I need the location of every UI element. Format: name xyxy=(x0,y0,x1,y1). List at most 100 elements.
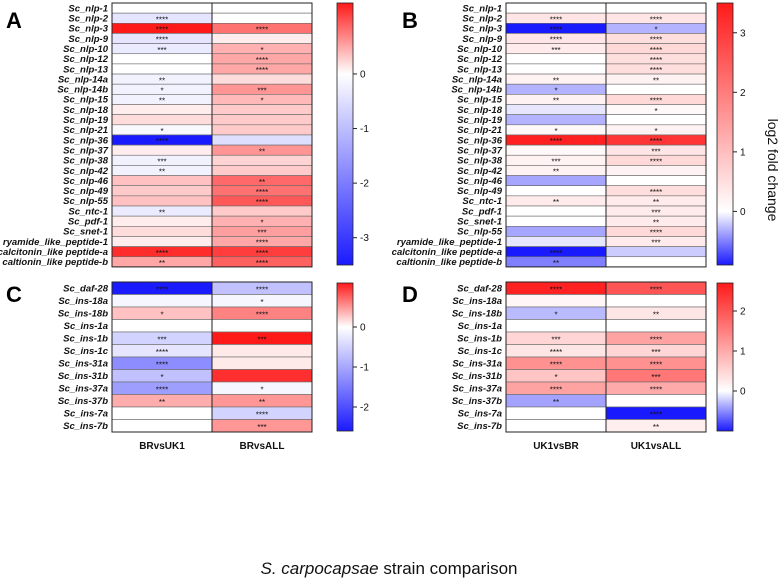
colorbar-tick-label-b-2: 1 xyxy=(740,147,746,158)
row-label-b-23: ryamide_like_peptide-1 xyxy=(397,237,502,248)
significance-b-12-0: * xyxy=(554,127,557,136)
significance-b-23-1: *** xyxy=(651,239,660,248)
row-label-b-20: Sc_pdf-1 xyxy=(462,206,502,217)
heatmap-cell-a-15-1 xyxy=(211,154,313,166)
heatmap-cell-a-3-1 xyxy=(211,33,313,44)
heatmap-cell-a-19-0 xyxy=(111,195,213,207)
heatmap-cell-b-17-1 xyxy=(605,175,707,187)
colorbar-tick-label-b-0: 3 xyxy=(740,28,746,39)
colorbar-tick-label-d-2: 0 xyxy=(740,387,746,398)
row-label-c-7: Sc_ins-31b xyxy=(58,371,108,382)
row-label-a-22: Sc_snet-1 xyxy=(63,227,108,238)
significance-c-10-1: **** xyxy=(256,410,268,419)
significance-c-2-0: * xyxy=(160,310,163,319)
significance-a-7-0: ** xyxy=(159,76,165,85)
row-label-b-21: Sc_snet-1 xyxy=(457,217,502,228)
row-label-a-8: Sc_nlp-14b xyxy=(57,85,108,96)
heatmap-cell-a-12-1 xyxy=(211,124,313,136)
row-label-b-11: Sc_nlp-19 xyxy=(457,115,503,126)
row-label-d-10: Sc_ins-7a xyxy=(458,409,502,420)
significance-a-25-1: **** xyxy=(256,259,268,268)
significance-a-20-0: ** xyxy=(159,208,165,217)
column-label-c-0: BRvsUK1 xyxy=(139,441,185,452)
heatmap-cell-a-17-0 xyxy=(111,175,213,187)
colorbar-a xyxy=(336,2,354,266)
row-label-b-1: Sc_nlp-2 xyxy=(462,14,502,25)
row-label-b-10: Sc_nlp-18 xyxy=(457,105,503,116)
row-label-b-7: Sc_nlp-14a xyxy=(452,74,502,85)
significance-a-9-0: ** xyxy=(159,97,165,106)
significance-c-9-0: ** xyxy=(159,398,165,407)
heatmap-cell-b-21-0 xyxy=(505,215,607,227)
heatmap-cell-a-10-0 xyxy=(111,104,213,115)
colorbar-tick-label-b-3: 0 xyxy=(740,207,746,218)
significance-b-12-1: * xyxy=(654,127,657,136)
significance-c-4-1: *** xyxy=(257,335,266,344)
significance-d-8-1: **** xyxy=(650,385,662,394)
row-label-b-25: caltionin_like peptide-b xyxy=(396,257,502,268)
row-label-c-1: Sc_ins-18a xyxy=(58,296,108,307)
row-label-c-9: Sc_ins-37b xyxy=(58,396,108,407)
heatmap-cell-c-5-1 xyxy=(211,344,313,358)
heatmap-cell-a-0-0 xyxy=(111,2,213,14)
panel-c-heatmap: Sc_daf-28 **** ****Sc_ins-18a *Sc_ins-18b * *… xyxy=(58,281,369,452)
significance-c-0-1: **** xyxy=(256,285,268,294)
row-label-a-21: Sc_pdf-1 xyxy=(68,217,108,228)
heatmap-cell-a-1-1 xyxy=(211,12,313,24)
significance-a-24-0: **** xyxy=(156,249,168,258)
column-label-d-0: UK1vsBR xyxy=(533,441,579,452)
heatmap-cell-b-25-1 xyxy=(605,256,707,268)
heatmap-cell-a-7-1 xyxy=(211,73,313,85)
significance-c-0-0: **** xyxy=(156,285,168,294)
significance-d-4-1: **** xyxy=(650,335,662,344)
panel-letter-b: B xyxy=(402,8,418,33)
significance-c-6-0: **** xyxy=(156,360,168,369)
heatmap-cell-c-3-0 xyxy=(111,319,213,333)
row-label-a-23: ryamide_like_peptide-1 xyxy=(3,237,108,248)
colorbar-tick-label-c-1: -1 xyxy=(360,363,369,374)
significance-b-7-0: ** xyxy=(553,76,559,85)
heatmap-cell-d-10-0 xyxy=(505,406,607,420)
row-label-a-12: Sc_nlp-21 xyxy=(63,125,108,136)
row-label-c-0: Sc_daf-28 xyxy=(63,284,109,295)
significance-a-8-1: *** xyxy=(257,86,266,95)
significance-a-22-1: *** xyxy=(257,229,266,238)
colorbar-tick-label-a-0: 0 xyxy=(360,69,366,80)
significance-b-8-0: * xyxy=(554,86,557,95)
heatmap-cell-a-5-0 xyxy=(111,53,213,65)
row-label-d-2: Sc_ins-18b xyxy=(452,309,502,320)
heatmap-cell-c-1-0 xyxy=(111,294,213,308)
heatmap-cell-b-11-0 xyxy=(505,114,607,126)
significance-b-5-1: **** xyxy=(650,56,662,65)
significance-c-4-0: *** xyxy=(157,335,166,344)
row-label-b-0: Sc_nlp-1 xyxy=(462,3,502,14)
heatmap-cell-a-14-0 xyxy=(111,144,213,156)
heatmap-cell-b-8-1 xyxy=(605,83,707,95)
row-label-b-15: Sc_nlp-38 xyxy=(457,156,503,167)
row-label-c-8: Sc_ins-37a xyxy=(58,384,108,395)
significance-a-6-1: **** xyxy=(256,66,268,75)
significance-d-4-0: *** xyxy=(551,335,560,344)
row-label-d-7: Sc_ins-31b xyxy=(452,371,502,382)
colorbar-d xyxy=(716,282,734,432)
heatmap-cell-b-22-0 xyxy=(505,226,607,237)
significance-b-24-0: **** xyxy=(550,249,562,258)
significance-d-7-0: * xyxy=(554,373,557,382)
significance-a-1-0: **** xyxy=(156,15,168,24)
colorbar-tick-label-a-3: -3 xyxy=(360,233,369,244)
row-label-b-17: Sc_nlp-46 xyxy=(457,176,503,187)
heatmap-cell-b-20-0 xyxy=(505,205,607,217)
significance-a-24-1: **** xyxy=(256,249,268,258)
significance-d-7-1: *** xyxy=(651,373,660,382)
colorbar-c xyxy=(336,282,354,432)
row-label-a-24: calcitonin_like peptide-a xyxy=(0,247,108,258)
significance-a-15-0: *** xyxy=(157,158,166,167)
panel-a-heatmap: Sc_nlp-1Sc_nlp-2 ****Sc_nlp-3 **** ****Sc_n… xyxy=(0,2,369,268)
panel-b-heatmap: Sc_nlp-1Sc_nlp-2 **** ****Sc_nlp-3 **** *Sc_… xyxy=(392,2,746,268)
colorbar-tick-label-a-1: -1 xyxy=(360,124,369,135)
heatmap-cell-b-24-1 xyxy=(605,246,707,258)
row-label-b-24: calcitonin_like peptide-a xyxy=(392,247,502,258)
row-label-c-3: Sc_ins-1a xyxy=(64,321,108,332)
panel-letter-a: A xyxy=(6,8,22,33)
panel-letter-c: C xyxy=(6,282,22,307)
